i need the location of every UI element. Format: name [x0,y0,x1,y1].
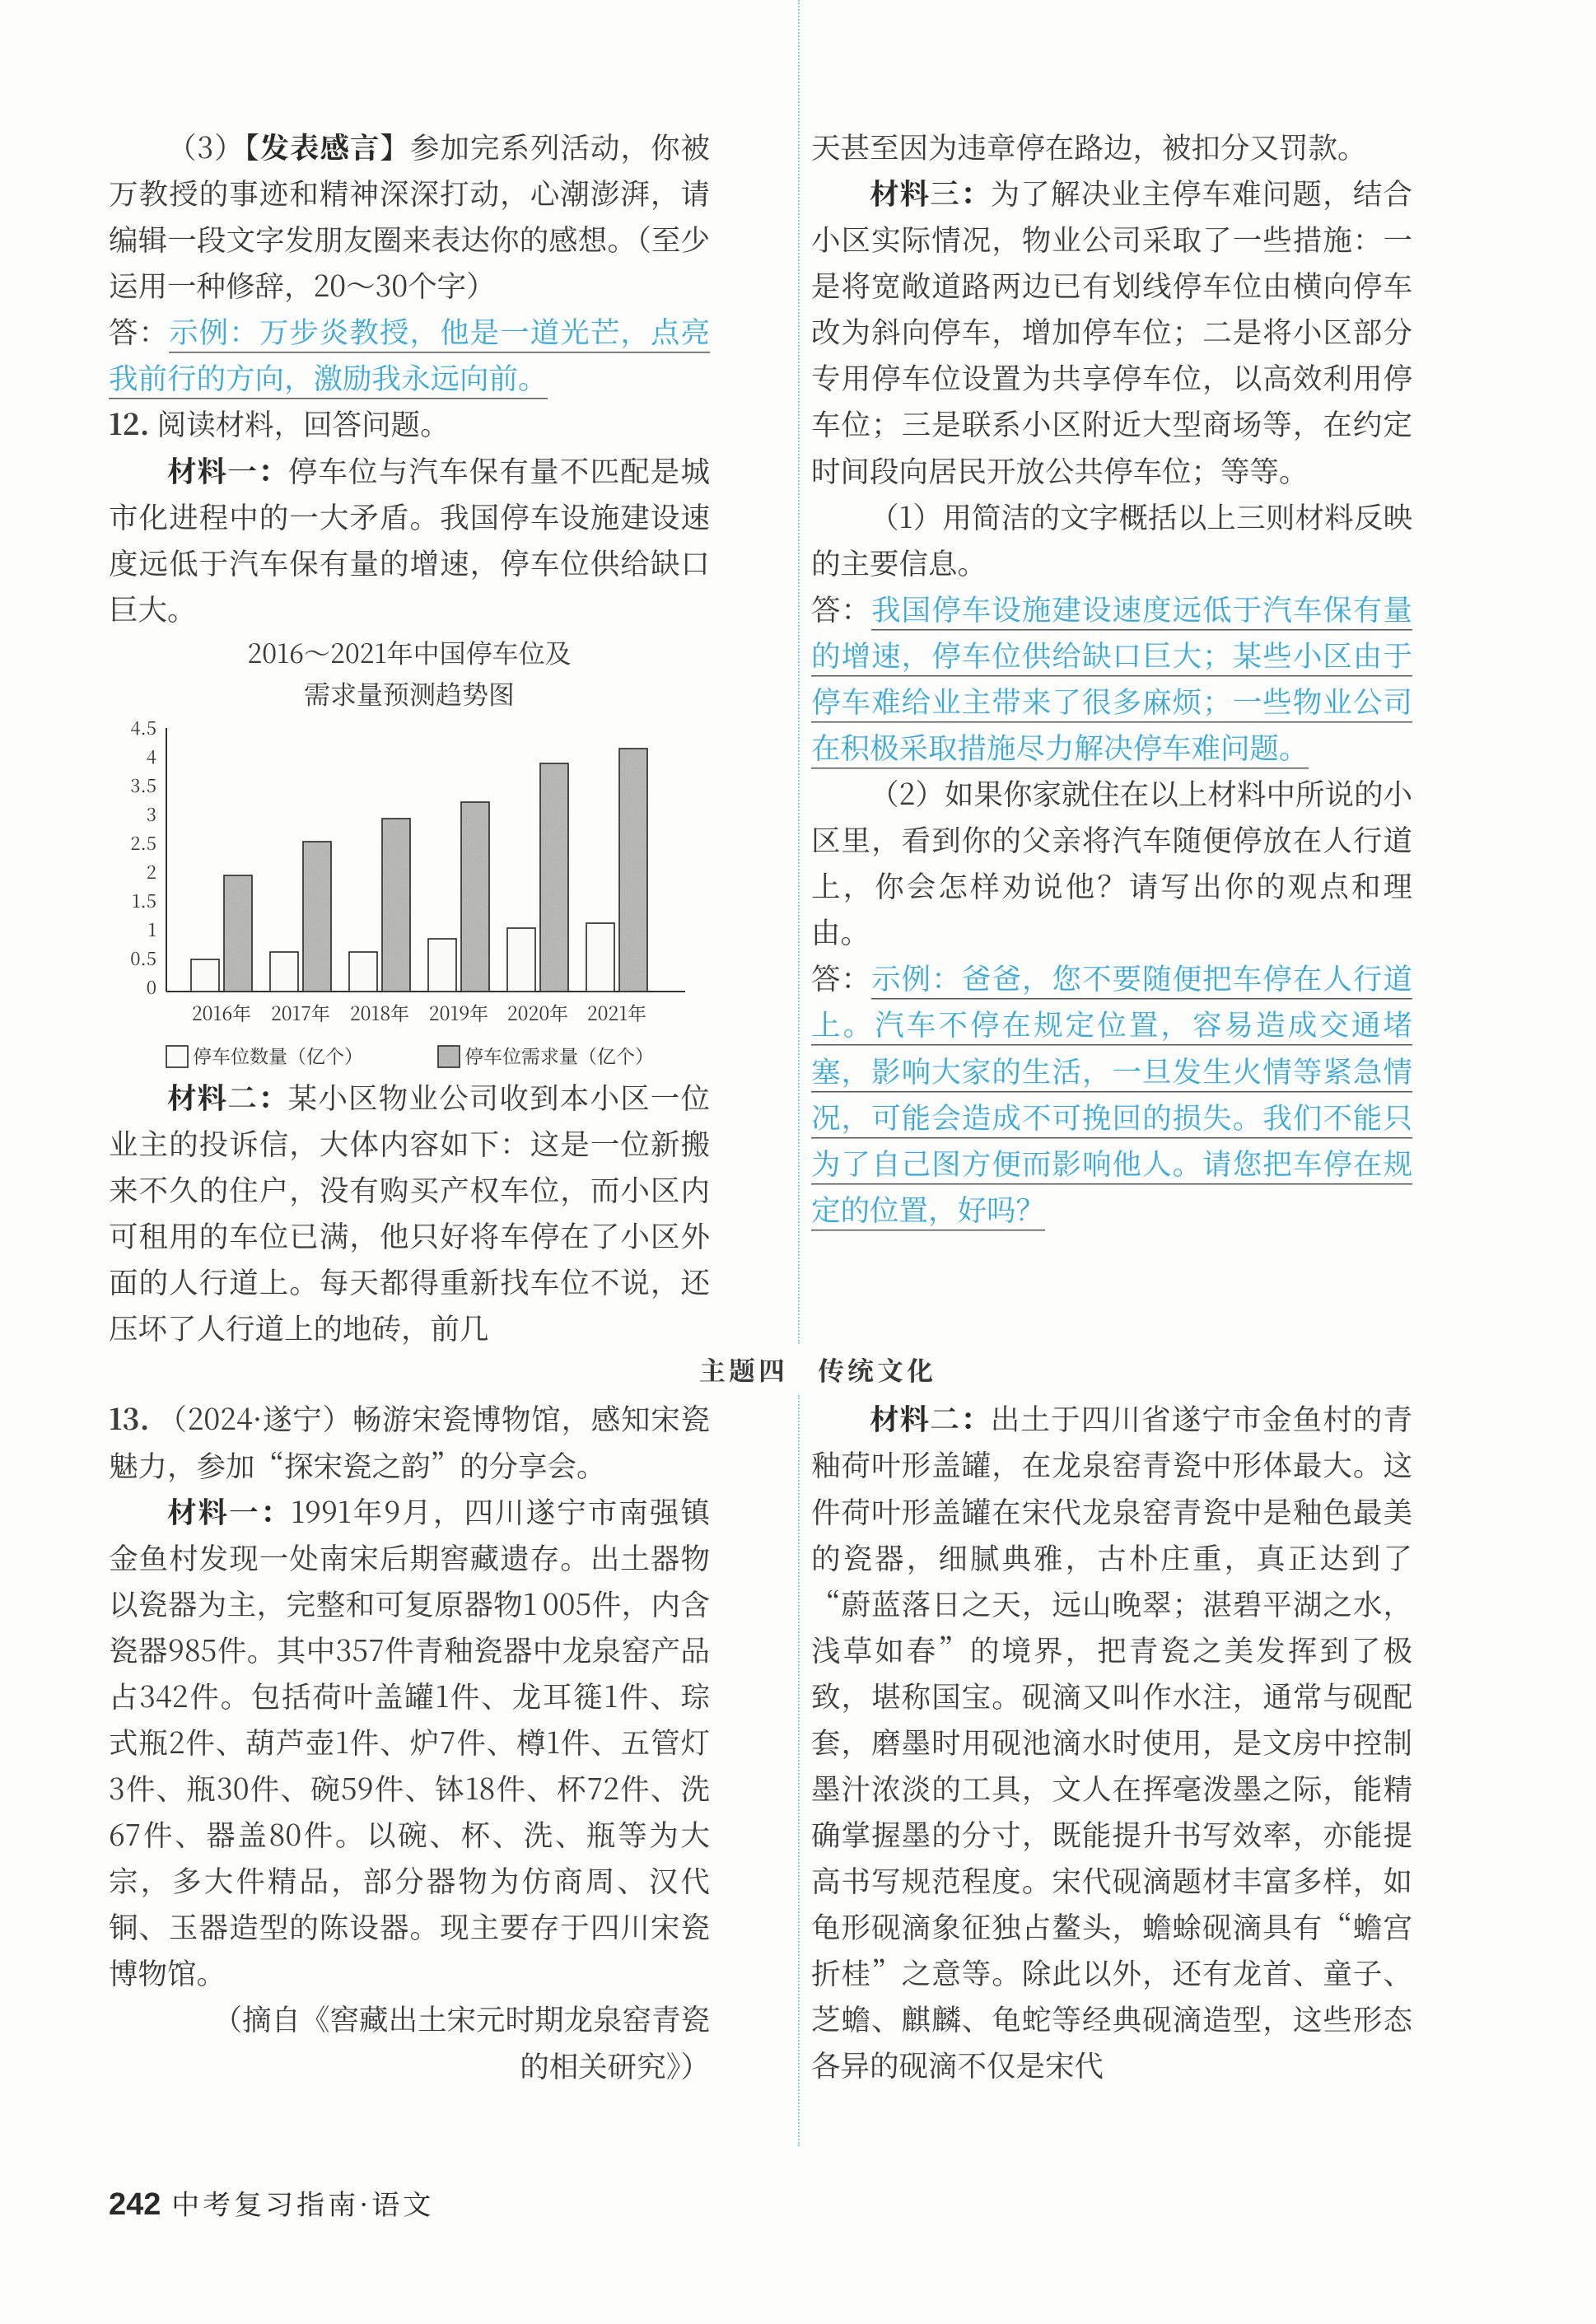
svg-text:3.5: 3.5 [130,772,156,798]
svg-text:2018年: 2018年 [350,999,409,1026]
svg-text:2016年: 2016年 [192,999,251,1026]
svg-text:3: 3 [147,801,156,827]
svg-text:2017年: 2017年 [271,999,330,1026]
svg-text:4.5: 4.5 [130,720,156,740]
svg-text:2021年: 2021年 [587,999,646,1026]
svg-text:1.5: 1.5 [132,888,156,913]
svg-text:0.5: 0.5 [130,945,156,971]
svg-text:停车位需求量（亿个）: 停车位需求量（亿个） [464,1042,654,1069]
svg-text:2: 2 [147,859,156,884]
svg-text:1: 1 [148,917,156,942]
svg-text:2019年: 2019年 [429,999,488,1026]
svg-text:2.5: 2.5 [130,830,156,856]
svg-text:0: 0 [147,974,156,1000]
svg-text:停车位数量（亿个）: 停车位数量（亿个） [193,1042,363,1069]
svg-text:2020年: 2020年 [507,999,568,1026]
svg-text:4: 4 [147,744,156,769]
